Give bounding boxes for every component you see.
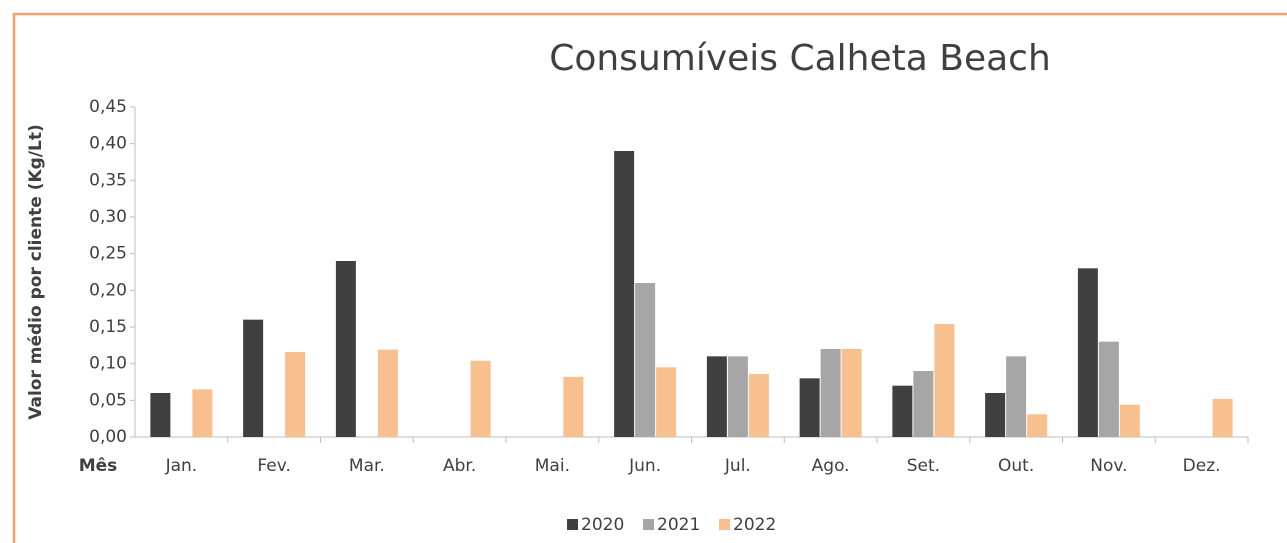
legend-label: 2021 — [657, 515, 700, 535]
legend-label: 2020 — [581, 515, 624, 535]
chart-title: Consumíveis Calheta Beach — [549, 38, 1051, 79]
x-tick-label: Abr. — [443, 456, 476, 476]
bar — [656, 367, 677, 437]
legend-swatch — [719, 519, 730, 530]
bar — [1212, 398, 1233, 437]
bar — [985, 393, 1006, 437]
y-tick-label: 0,35 — [89, 170, 127, 190]
bar — [913, 371, 934, 437]
x-tick-label: Mai. — [535, 456, 570, 476]
bar — [614, 151, 635, 437]
y-tick-label: 0,05 — [89, 390, 127, 410]
bar — [934, 324, 955, 437]
x-tick-label: Fev. — [257, 456, 290, 476]
bar — [285, 351, 306, 437]
legend-swatch — [643, 519, 654, 530]
x-tick-label: Dez. — [1183, 456, 1221, 476]
x-tick-label: Set. — [907, 456, 940, 476]
bar — [727, 356, 748, 437]
y-tick-label: 0,00 — [89, 427, 127, 447]
x-tick-label: Mar. — [349, 456, 385, 476]
bar — [706, 356, 727, 437]
bar — [1006, 356, 1027, 437]
bar — [1098, 341, 1119, 437]
bar — [150, 393, 171, 437]
x-tick-label: Jun. — [628, 456, 661, 476]
bar — [192, 389, 213, 437]
y-tick-label: 0,40 — [89, 134, 127, 154]
y-axis-label: Valor médio por cliente (Kg/Lt) — [26, 124, 46, 419]
bar — [635, 283, 656, 437]
frame — [12, 12, 1287, 543]
legend-label: 2022 — [733, 515, 776, 535]
bar — [892, 385, 913, 437]
bar — [335, 261, 356, 437]
y-tick-label: 0,10 — [89, 354, 127, 374]
y-tick-label: 0,15 — [89, 317, 127, 337]
bar — [563, 376, 584, 437]
bar — [243, 319, 264, 437]
x-tick-label: Nov. — [1090, 456, 1127, 476]
bar — [1119, 404, 1140, 437]
x-axis-label: Mês — [79, 456, 118, 476]
y-tick-label: 0,25 — [89, 244, 127, 264]
y-tick-label: 0,45 — [89, 97, 127, 117]
bar — [841, 349, 862, 437]
x-tick-label: Jan. — [165, 456, 198, 476]
x-tick-label: Ago. — [812, 456, 850, 476]
legend-swatch — [567, 519, 578, 530]
x-tick-label: Jul. — [724, 456, 751, 476]
bar — [748, 373, 769, 437]
bar — [470, 360, 491, 437]
y-tick-label: 0,30 — [89, 207, 127, 227]
bar — [1077, 268, 1098, 437]
bar — [820, 349, 841, 437]
x-tick-label: Out. — [998, 456, 1034, 476]
bar — [377, 349, 398, 437]
bar — [799, 378, 820, 437]
y-tick-label: 0,20 — [89, 280, 127, 300]
bar — [1027, 414, 1048, 437]
